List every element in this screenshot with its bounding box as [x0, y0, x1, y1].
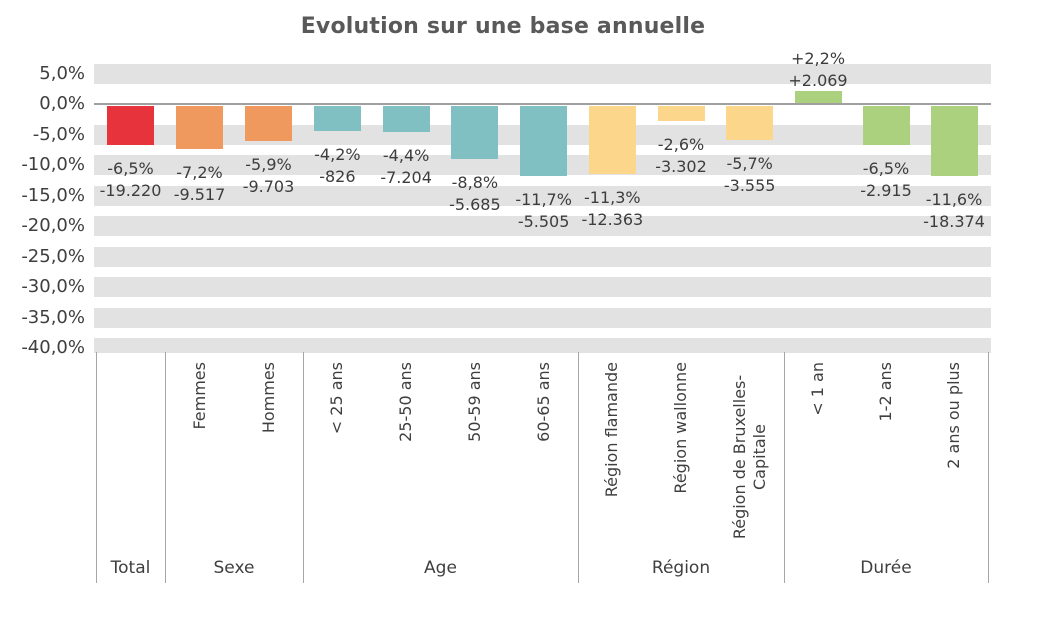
y-tick-label: -40,0%: [21, 337, 85, 358]
zero-axis-line: [94, 103, 991, 105]
y-tick-label: -5,0%: [32, 123, 85, 145]
category-label-2-ans-ou-plus: 2 ans ou plus: [944, 362, 963, 469]
gridline-band: [94, 338, 991, 353]
y-tick-label: -35,0%: [21, 306, 85, 328]
group-label-region: Région: [651, 558, 711, 578]
bar-25-50-ans: [382, 106, 430, 132]
value-label-25-50-ans: -4,4% -7.204: [380, 145, 432, 187]
gridline-band: [94, 307, 991, 328]
value-label-region-wallonne: -2,6% -3.302: [655, 134, 707, 176]
category-label-25-50-ans: 25-50 ans: [396, 362, 416, 442]
y-tick-label: 0,0%: [39, 93, 85, 114]
bar-1-an: [794, 90, 842, 103]
category-label-60-65-ans: 60-65 ans: [533, 362, 553, 442]
category-label-25-ans: < 25 ans: [327, 362, 347, 435]
value-label-1-an: +2,2% +2.069: [788, 48, 848, 90]
category-label-1-2-ans: 1-2 ans: [876, 362, 895, 422]
y-tick-label: -20,0%: [21, 215, 85, 236]
value-label-hommes: -5,9% -9.703: [242, 154, 295, 196]
group-label-total: Total: [110, 558, 151, 578]
gridline-band: [94, 185, 991, 206]
category-label-50-59-ans: 50-59 ans: [464, 362, 484, 442]
y-tick-label: -15,0%: [21, 184, 85, 206]
gridline-band: [94, 63, 991, 84]
gridline-band: [94, 246, 991, 267]
value-label-region-flamande: -11,3% -12.363: [581, 187, 644, 229]
bar-femmes: [176, 106, 223, 149]
gridline-band: [94, 277, 991, 297]
group-separator-line: [784, 352, 785, 583]
value-label-1-2-ans: -6,5% -2.915: [860, 158, 912, 200]
bar-60-65-ans: [520, 106, 568, 177]
y-tick-label: -10,0%: [21, 154, 85, 175]
value-label-femmes: -7,2% -9.517: [173, 162, 226, 204]
bar-25-ans: [313, 106, 361, 131]
group-label-age: Age: [424, 558, 457, 578]
bar-2-ans-ou-plus: [930, 106, 978, 176]
group-label-sexe: Sexe: [213, 558, 255, 578]
group-separator-line: [165, 352, 166, 583]
value-label-total: -6,5% -19.220: [99, 158, 162, 200]
group-separator-line: [578, 352, 579, 583]
group-separator-line: [988, 352, 989, 583]
chart-title: Evolution sur une base annuelle: [300, 14, 706, 39]
y-tick-label: -30,0%: [21, 276, 85, 297]
bar-region-flamande: [588, 106, 636, 174]
bar-total: [107, 106, 154, 145]
value-label-2-ans-ou-plus: -11,6% -18.374: [923, 189, 985, 231]
bar-50-59-ans: [451, 106, 499, 159]
category-label-region-de-bruxelles-capitale: Région de Bruxelles- Capitale: [729, 374, 769, 540]
category-label-region-wallonne: Région wallonne: [671, 362, 690, 494]
category-label-femmes: Femmes: [189, 362, 209, 430]
y-tick-label: -25,0%: [21, 245, 85, 267]
value-label-50-59-ans: -8,8% -5.685: [449, 172, 501, 214]
value-label-region-de-bruxelles-capitale: -5,7% -3.555: [723, 153, 776, 195]
plot-area: [94, 63, 991, 353]
bar-hommes: [245, 106, 292, 141]
group-label-duree: Durée: [860, 558, 912, 578]
bar-1-2-ans: [862, 106, 910, 145]
value-label-25-ans: -4,2% -826: [314, 144, 361, 186]
category-label-hommes: Hommes: [258, 362, 278, 434]
bar-region-wallonne: [657, 106, 705, 121]
bar-region-de-bruxelles-capitale: [726, 106, 774, 140]
y-tick-label: 5,0%: [39, 62, 85, 84]
value-label-60-65-ans: -11,7% -5.505: [515, 190, 572, 232]
gridline-band: [94, 216, 991, 236]
group-separator-line: [303, 352, 304, 583]
category-label-1-an: < 1 an: [808, 362, 827, 416]
group-separator-line: [96, 352, 97, 583]
category-label-region-flamande: Région flamande: [602, 362, 622, 498]
